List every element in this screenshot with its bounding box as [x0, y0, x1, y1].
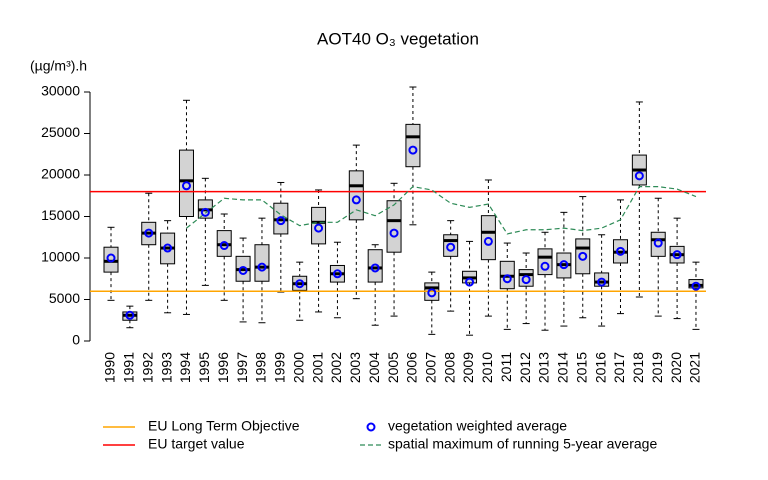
mean-point — [502, 274, 512, 284]
mean-point — [615, 246, 625, 256]
mean-point — [483, 236, 493, 246]
running-average-line — [186, 185, 697, 235]
box — [575, 238, 591, 275]
x-tick-label: 2001 — [309, 352, 325, 383]
x-tick-label: 2016 — [592, 352, 608, 383]
mean-point — [332, 269, 342, 279]
box — [688, 279, 704, 289]
legend-label: spatial maximum of running 5-year averag… — [388, 436, 657, 452]
mean-point — [691, 281, 701, 291]
box — [311, 206, 327, 245]
x-tick-label: 1990 — [102, 352, 118, 383]
y-tick-label: 5000 — [49, 290, 80, 306]
x-tick-label: 1996 — [215, 352, 231, 383]
x-tick-label: 2012 — [517, 352, 533, 383]
box — [348, 170, 364, 221]
x-tick-label: 1997 — [234, 352, 250, 383]
mean-point — [238, 265, 248, 275]
x-tick-label: 2004 — [366, 352, 382, 383]
mean-point — [351, 195, 361, 205]
mean-point — [521, 275, 531, 285]
mean-point — [672, 250, 682, 260]
x-tick-label: 1999 — [272, 352, 288, 383]
x-tick-label: 1994 — [177, 352, 193, 383]
mean-point — [446, 242, 456, 252]
x-tick-label: 2015 — [573, 352, 589, 383]
y-tick-label: 10000 — [41, 249, 80, 265]
x-tick-label: 2013 — [536, 352, 552, 383]
mean-point — [653, 238, 663, 248]
x-tick-label: 2006 — [404, 352, 420, 383]
mean-point — [295, 279, 305, 289]
mean-point — [370, 263, 380, 273]
x-tick-label: 2002 — [328, 352, 344, 383]
x-tick-label: 2019 — [649, 352, 665, 383]
x-tick-label: 1991 — [121, 352, 137, 383]
mean-point — [106, 253, 116, 263]
x-tick-label: 2017 — [611, 352, 627, 383]
mean-point — [540, 261, 550, 271]
x-tick-label: 2003 — [347, 352, 363, 383]
box — [650, 231, 666, 257]
chart-title: AOT40 O₃ vegetation — [317, 29, 479, 48]
x-tick-label: 1995 — [196, 352, 212, 383]
legend-label: vegetation weighted average — [388, 418, 567, 434]
box — [178, 149, 194, 218]
legend-swatch — [366, 422, 376, 432]
x-tick-label: 2005 — [385, 352, 401, 383]
x-tick-label: 2007 — [422, 352, 438, 383]
mean-point — [181, 181, 191, 191]
y-tick-label: 30000 — [41, 83, 80, 99]
x-tick-label: 2018 — [630, 352, 646, 383]
x-tick-label: 1993 — [158, 352, 174, 383]
mean-point — [144, 228, 154, 238]
mean-point — [408, 145, 418, 155]
y-tick-label: 0 — [72, 332, 80, 348]
x-tick-label: 2020 — [668, 352, 684, 383]
legend-label: EU target value — [148, 436, 245, 452]
legend-label: EU Long Term Objective — [148, 418, 300, 434]
y-tick-label: 25000 — [41, 124, 80, 140]
mean-point — [257, 262, 267, 272]
box — [386, 200, 402, 253]
mean-point — [597, 277, 607, 287]
mean-point — [125, 310, 135, 320]
x-tick-label: 1998 — [253, 352, 269, 383]
box — [594, 272, 610, 287]
box — [405, 123, 421, 168]
mean-point — [276, 216, 286, 226]
box — [103, 246, 119, 273]
mean-point — [559, 260, 569, 270]
mean-point — [200, 207, 210, 217]
x-tick-label: 2009 — [460, 352, 476, 383]
x-tick-label: 2010 — [479, 352, 495, 383]
mean-point — [634, 171, 644, 181]
y-tick-label: 20000 — [41, 166, 80, 182]
x-tick-label: 2008 — [441, 352, 457, 383]
mean-point — [163, 243, 173, 253]
mean-point — [578, 251, 588, 261]
box — [443, 234, 459, 257]
mean-point — [219, 241, 229, 251]
x-tick-label: 1992 — [139, 352, 155, 383]
box — [367, 249, 383, 283]
mean-point — [389, 228, 399, 238]
x-tick-label: 2011 — [498, 352, 514, 382]
x-tick-label: 2014 — [555, 352, 571, 383]
y-tick-label: 15000 — [41, 207, 80, 223]
mean-point — [427, 288, 437, 298]
y-axis-label: (µg/m³).h — [30, 58, 87, 74]
x-tick-label: 2000 — [290, 352, 306, 383]
mean-point — [314, 223, 324, 233]
x-tick-label: 2021 — [687, 352, 703, 383]
mean-point — [465, 277, 475, 287]
